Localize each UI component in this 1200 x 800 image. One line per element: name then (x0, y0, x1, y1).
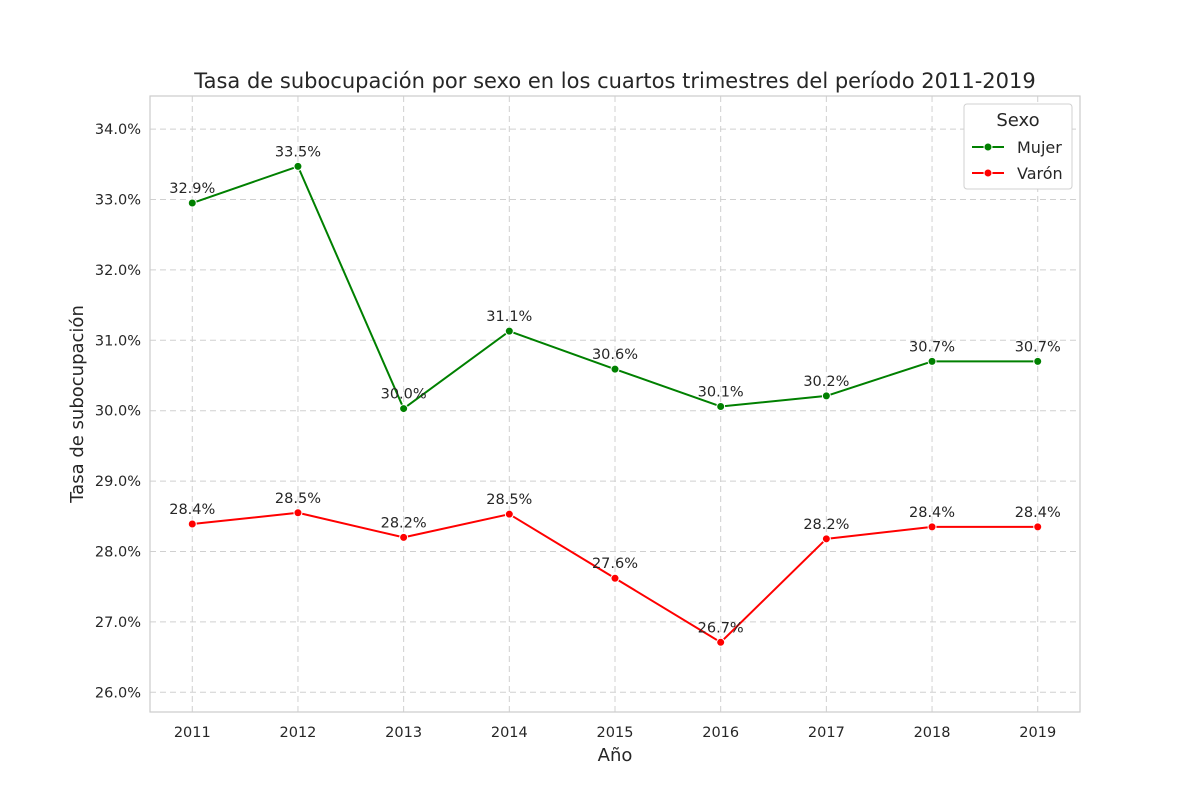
legend-marker-var-n (983, 168, 993, 178)
data-label-mujer: 30.0% (381, 387, 427, 403)
data-point-var-n (610, 573, 620, 583)
data-label-var-n: 28.2% (381, 515, 427, 531)
x-tick-label: 2016 (702, 725, 739, 741)
data-label-var-n: 28.4% (1015, 505, 1061, 521)
data-label-var-n: 26.7% (698, 620, 744, 636)
data-point-mujer (293, 161, 303, 171)
y-tick-label: 34.0% (95, 122, 141, 138)
data-labels: 32.9% 33.5% 30.0% 31.1% 30.6% 30.1% 30.2% 30.7%… (169, 144, 1061, 636)
x-tick-label: 2015 (597, 725, 634, 741)
data-point-mujer (399, 404, 409, 414)
data-point-var-n (1033, 522, 1043, 532)
y-tick-label: 33.0% (95, 192, 141, 208)
data-point-mujer (821, 391, 831, 401)
data-point-var-n (504, 509, 514, 519)
data-point-mujer (927, 356, 937, 366)
plot-frame (149, 95, 1081, 713)
legend-label-var-n: Varón (1017, 164, 1063, 183)
y-tick-label: 29.0% (95, 474, 141, 490)
data-label-var-n: 27.6% (592, 556, 638, 572)
y-tick-label: 32.0% (95, 263, 141, 279)
x-tick-label: 2017 (808, 725, 845, 741)
data-point-mujer (1033, 356, 1043, 366)
x-tick-label: 2012 (280, 725, 317, 741)
data-label-mujer: 32.9% (169, 181, 215, 197)
data-point-mujer (716, 401, 726, 411)
legend-box (963, 103, 1073, 190)
y-tick-label: 28.0% (95, 544, 141, 560)
series-lines (187, 161, 1043, 647)
data-label-var-n: 28.4% (169, 502, 215, 518)
grid (150, 96, 1080, 712)
data-label-mujer: 30.1% (698, 384, 744, 400)
data-point-var-n (187, 519, 197, 529)
data-point-var-n (927, 522, 937, 532)
y-tick-label: 26.0% (95, 685, 141, 701)
legend-label-mujer: Mujer (1017, 138, 1062, 157)
data-label-mujer: 30.2% (803, 374, 849, 390)
data-point-var-n (716, 637, 726, 647)
x-tick-label: 2018 (914, 725, 951, 741)
legend-entries: Mujer Varón (972, 138, 1063, 183)
data-point-var-n (293, 508, 303, 518)
x-tick-label: 2011 (174, 725, 211, 741)
data-label-var-n: 28.2% (803, 517, 849, 533)
data-point-var-n (399, 532, 409, 542)
x-tick-label: 2013 (385, 725, 422, 741)
data-label-mujer: 30.7% (1015, 339, 1061, 355)
x-tick-label: 2014 (491, 725, 528, 741)
y-axis-label: Tasa de subocupación (67, 305, 88, 504)
x-axis-label: Año (598, 745, 633, 766)
y-tick-label: 31.0% (95, 333, 141, 349)
data-point-mujer (610, 364, 620, 374)
data-label-var-n: 28.5% (486, 492, 532, 508)
data-label-mujer: 31.1% (486, 309, 532, 325)
data-label-var-n: 28.4% (909, 505, 955, 521)
data-point-var-n (821, 534, 831, 544)
y-tick-label: 30.0% (95, 404, 141, 420)
legend: Sexo Mujer Varón (963, 103, 1073, 190)
data-label-mujer: 30.7% (909, 339, 955, 355)
legend-title: Sexo (996, 110, 1039, 131)
data-point-mujer (187, 198, 197, 208)
data-label-mujer: 33.5% (275, 144, 321, 160)
x-axis-ticks: 2011 2012 2013 2014 2015 2016 2017 2018 2019 (174, 725, 1056, 741)
y-axis-ticks: 26.0% 27.0% 28.0% 29.0% 30.0% 31.0% 32.0% 33.0%… (95, 122, 141, 701)
data-label-var-n: 28.5% (275, 491, 321, 507)
data-label-mujer: 30.6% (592, 347, 638, 363)
data-point-mujer (504, 326, 514, 336)
x-tick-label: 2019 (1019, 725, 1056, 741)
legend-marker-mujer (983, 142, 993, 152)
y-tick-label: 27.0% (95, 615, 141, 631)
chart-title: Tasa de subocupación por sexo en los cua… (193, 69, 1035, 93)
